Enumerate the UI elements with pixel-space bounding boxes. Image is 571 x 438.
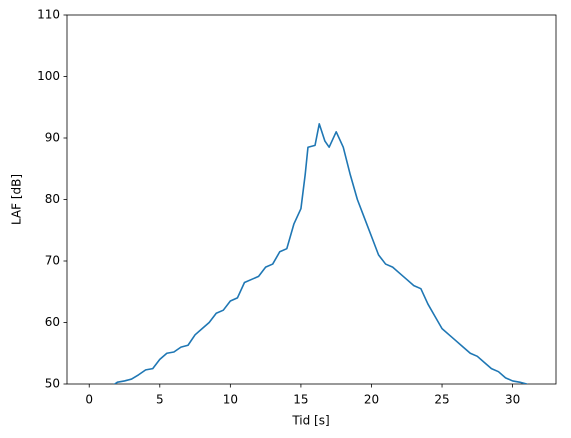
x-axis-label: Tid [s] <box>291 414 329 428</box>
y-tick-label: 60 <box>45 315 60 329</box>
x-tick-label: 10 <box>223 393 238 407</box>
x-tick-label: 15 <box>293 393 308 407</box>
x-tick-label: 25 <box>434 393 449 407</box>
x-tick-label: 20 <box>364 393 379 407</box>
axes-frame <box>66 14 557 385</box>
y-tick-label: 110 <box>37 8 60 22</box>
y-tick-label: 50 <box>45 377 60 391</box>
y-tick-label: 100 <box>37 69 60 83</box>
y-tick-label: 90 <box>45 131 60 145</box>
x-tick-label: 0 <box>85 393 93 407</box>
y-axis-label: LAF [dB] <box>10 174 24 225</box>
x-tick-label: 5 <box>156 393 164 407</box>
x-tick-label: 30 <box>505 393 520 407</box>
data-line <box>113 123 528 384</box>
y-tick-label: 80 <box>45 192 60 206</box>
y-tick-label: 70 <box>45 254 60 268</box>
